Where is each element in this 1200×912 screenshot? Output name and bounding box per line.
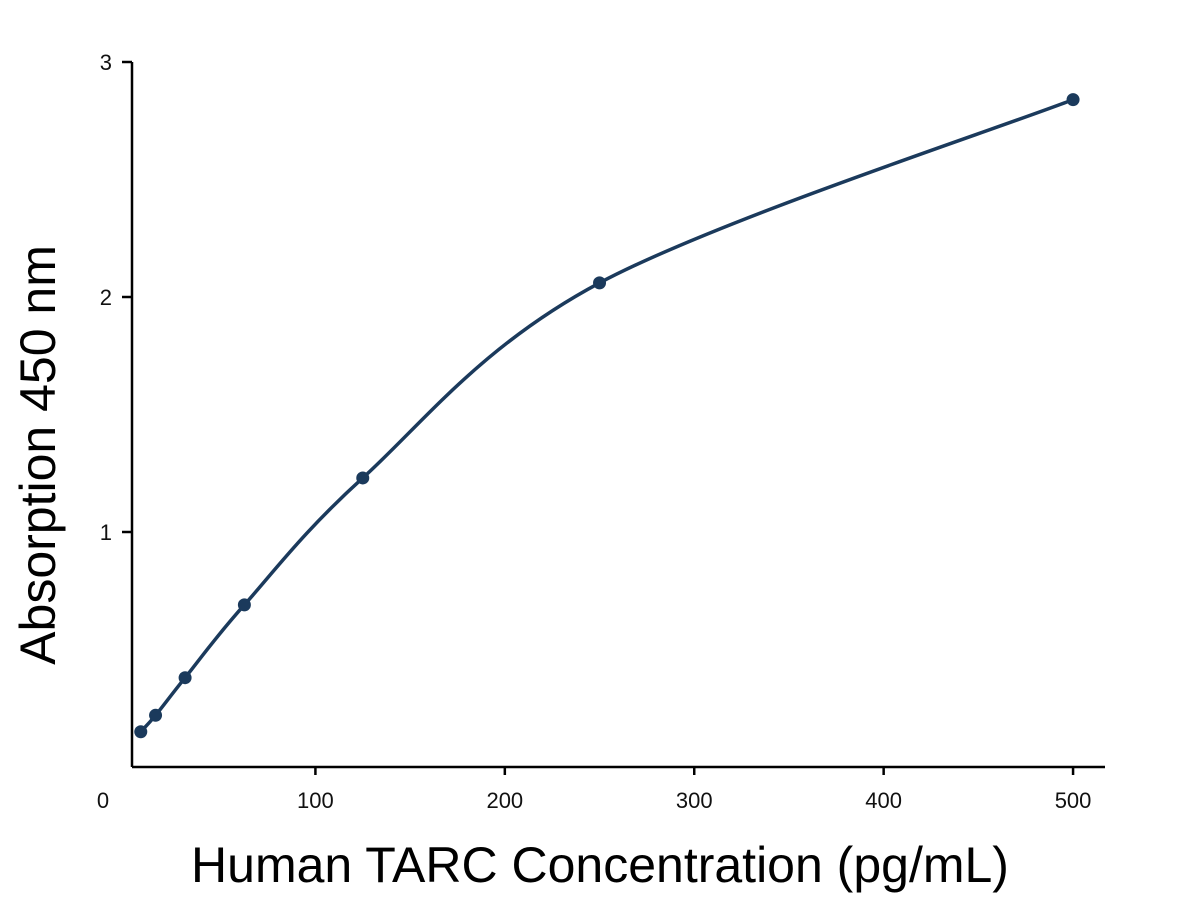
data-point bbox=[178, 671, 192, 685]
data-point bbox=[149, 708, 163, 722]
fitted-curve bbox=[139, 97, 1075, 734]
x-tick-label: 300 bbox=[676, 788, 713, 813]
x-tick-label: 100 bbox=[297, 788, 334, 813]
y-tick-label: 1 bbox=[100, 520, 112, 545]
x-tick-label: 500 bbox=[1055, 788, 1092, 813]
x-tick-label: 400 bbox=[865, 788, 902, 813]
y-axis-title: Absorption 450 nm bbox=[10, 245, 66, 665]
x-tick-label: 0 bbox=[97, 788, 109, 813]
x-tick-label: 200 bbox=[486, 788, 523, 813]
y-tick-label: 2 bbox=[100, 285, 112, 310]
data-point bbox=[237, 598, 251, 612]
y-tick-label: 3 bbox=[100, 50, 112, 75]
data-point bbox=[1066, 93, 1080, 107]
data-points bbox=[134, 93, 1080, 739]
x-axis-title: Human TARC Concentration (pg/mL) bbox=[191, 837, 1009, 893]
axes bbox=[130, 62, 1105, 769]
ticks: 1 2 3 0 100 200 300 400 500 bbox=[97, 50, 1092, 813]
data-point bbox=[134, 725, 148, 739]
data-point bbox=[593, 276, 607, 290]
data-point bbox=[356, 471, 370, 485]
